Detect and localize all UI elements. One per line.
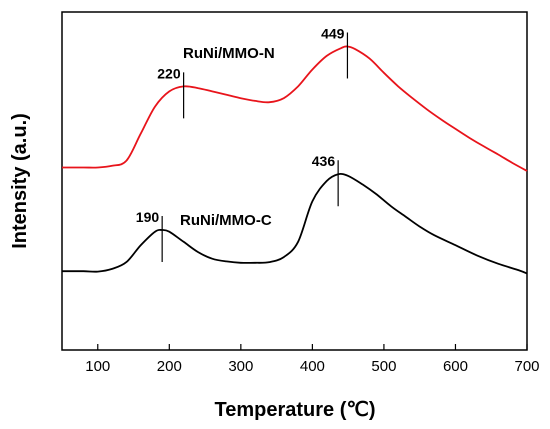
series-label-runi-mmo-c: RuNi/MMO-C <box>180 212 272 229</box>
series-line-runi-mmo-n <box>62 45 528 172</box>
series-line-runi-mmo-c <box>62 172 528 275</box>
peak-label-190: 190 <box>136 209 160 225</box>
x-tick-label-600: 600 <box>443 358 468 375</box>
peak-label-449: 449 <box>321 25 345 41</box>
x-tick-label-700: 700 <box>514 358 539 375</box>
x-tick-label-500: 500 <box>371 358 396 375</box>
x-axis-ticks: 100 200 300 400 500 600 700 <box>85 344 540 375</box>
x-tick-label-300: 300 <box>228 358 253 375</box>
series-label-runi-mmo-n: RuNi/MMO-N <box>183 45 275 62</box>
series-lines <box>62 45 528 275</box>
peak-annotations: 220 449 190 436 <box>136 25 349 263</box>
x-tick-label-400: 400 <box>300 358 325 375</box>
peak-label-436: 436 <box>312 153 336 169</box>
y-axis-title: Intensity (a.u.) <box>9 113 31 249</box>
x-tick-label-100: 100 <box>85 358 110 375</box>
plot-frame <box>61 11 528 351</box>
x-tick-label-200: 200 <box>157 358 182 375</box>
peak-label-220: 220 <box>157 65 181 81</box>
x-axis-title: Temperature (℃) <box>214 399 375 421</box>
